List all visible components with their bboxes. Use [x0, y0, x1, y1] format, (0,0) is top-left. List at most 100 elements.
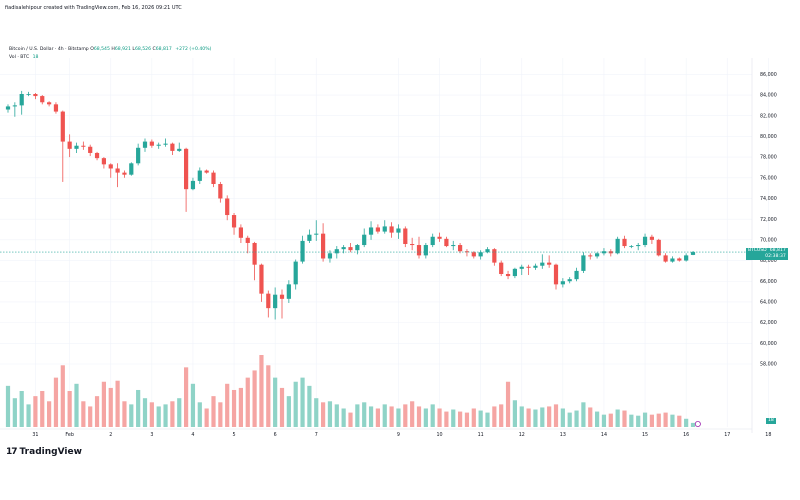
- event-marker-icon: [694, 420, 701, 427]
- volume-bar: [519, 406, 524, 427]
- candle-body: [355, 245, 360, 251]
- volume-bar: [368, 406, 374, 427]
- candle-body: [348, 247, 353, 251]
- volume-bar: [499, 404, 504, 427]
- candle-body: [142, 141, 148, 148]
- candle-body: [690, 252, 696, 255]
- candle-body: [40, 96, 45, 103]
- open-value: 68,545: [93, 47, 110, 52]
- volume-bar: [533, 409, 538, 427]
- volume-bar: [245, 377, 250, 427]
- volume-bar: [471, 408, 476, 427]
- volume-bar: [300, 377, 305, 427]
- volume-bar: [458, 411, 463, 427]
- close-label: C: [152, 47, 156, 52]
- volume-bar: [321, 402, 326, 427]
- candle-body: [122, 172, 127, 175]
- candle-body: [341, 247, 346, 250]
- candle-body: [430, 236, 435, 246]
- candle-body: [177, 148, 182, 151]
- volume-bar: [485, 412, 490, 427]
- price-chart[interactable]: 86,000 84,000 82,000 80,000 78,000 76,000 74,0…: [0, 58, 800, 440]
- volume-bar: [88, 406, 93, 427]
- price-tick-label: 70,000: [760, 237, 777, 243]
- candle-body: [396, 228, 401, 233]
- candle-body: [642, 236, 648, 246]
- candle-body: [389, 226, 394, 233]
- volume-bar: [33, 396, 38, 427]
- candle-body: [286, 284, 291, 299]
- volume-bar: [403, 404, 408, 427]
- candle-body: [19, 94, 24, 106]
- candle-body: [588, 255, 593, 257]
- candle-body: [629, 246, 634, 247]
- volume-bar: [204, 408, 209, 427]
- volume-bar: [526, 408, 531, 427]
- candle-body: [321, 233, 326, 259]
- price-tick-label: 78,000: [760, 155, 777, 161]
- candle-body: [279, 294, 285, 299]
- candle-body: [225, 198, 230, 216]
- tradingview-logo[interactable]: 17 TradingView: [6, 447, 82, 457]
- candle-body: [375, 227, 380, 232]
- price-tick-label: 60,000: [760, 341, 777, 347]
- candle-body: [684, 255, 689, 261]
- volume-bars: [5, 355, 696, 427]
- candle-body: [334, 249, 339, 254]
- volume-axis-label: 18: [766, 418, 776, 424]
- volume-bar: [184, 367, 189, 427]
- volume-legend: Vol · BTC 18: [9, 55, 38, 60]
- candle-body: [656, 239, 661, 256]
- volume-bar: [601, 414, 607, 427]
- candle-body: [512, 268, 517, 277]
- time-axis: 31 Feb 2 3 4 5 6 7 9 10 11 12 13 14 15 16 17 18: [0, 420, 771, 438]
- price-axis: 86,000 84,000 82,000 80,000 78,000 76,000 74,0…: [751, 58, 777, 433]
- candle-body: [533, 265, 538, 268]
- candle-body: [94, 152, 100, 159]
- volume-bar: [684, 418, 689, 427]
- volume-bar: [355, 404, 360, 427]
- candle-body: [252, 242, 257, 265]
- volume-bar: [279, 387, 285, 427]
- volume-bar: [574, 410, 579, 427]
- volume-bar: [60, 365, 65, 427]
- volume-bar: [642, 412, 648, 427]
- price-tick-label: 68,000: [760, 258, 777, 264]
- volume-bar: [437, 408, 442, 427]
- low-label: L: [132, 47, 135, 52]
- price-tick-label: 74,000: [760, 196, 777, 202]
- volume-bar: [197, 402, 202, 427]
- symbol-name[interactable]: Bitcoin / U.S. Dollar · 4h · Bitstamp: [9, 47, 89, 52]
- candle-body: [464, 251, 470, 253]
- volume-bar: [211, 396, 216, 427]
- volume-bar: [677, 415, 682, 427]
- candle-body: [5, 106, 11, 110]
- candle-body: [300, 240, 305, 262]
- volume-bar: [286, 396, 291, 427]
- price-tick-label: 66,000: [760, 279, 777, 285]
- candle-body: [492, 249, 497, 263]
- volume-bar: [81, 401, 86, 427]
- volume-bar: [122, 401, 127, 427]
- high-label: H: [111, 47, 115, 52]
- volume-bar: [47, 401, 52, 427]
- volume-bar: [560, 408, 565, 427]
- candle-body: [238, 227, 243, 238]
- candle-body: [382, 226, 387, 232]
- volume-bar: [129, 404, 134, 427]
- candle-body: [499, 262, 504, 274]
- volume-bar: [170, 401, 175, 427]
- candles: [5, 90, 696, 320]
- volume-bar: [540, 407, 545, 427]
- volume-bar: [190, 383, 196, 427]
- candle-body: [368, 227, 374, 235]
- volume-name[interactable]: Vol · BTC: [9, 55, 30, 60]
- candle-body: [170, 143, 175, 151]
- volume-bar: [40, 391, 45, 427]
- volume-value: 18: [32, 55, 39, 60]
- volume-bar: [553, 404, 559, 427]
- volume-bar: [334, 404, 339, 427]
- candle-body: [163, 143, 168, 145]
- candle-body: [615, 238, 620, 254]
- candle-body: [608, 251, 613, 254]
